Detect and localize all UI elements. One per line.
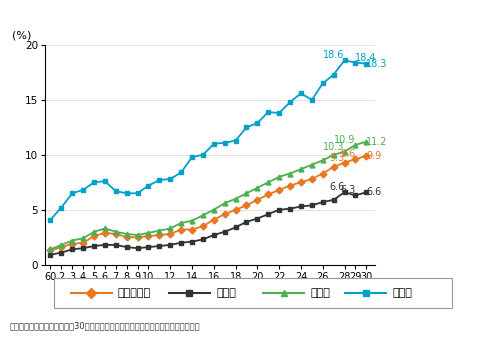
Text: 11.2: 11.2 (366, 137, 388, 147)
Text: 9.9: 9.9 (366, 151, 382, 161)
Text: 6.6: 6.6 (366, 187, 382, 197)
Text: 係長級: 係長級 (392, 288, 412, 298)
Text: 6.6: 6.6 (330, 182, 344, 192)
Text: 18.3: 18.3 (366, 59, 388, 69)
Text: (%): (%) (12, 30, 32, 40)
FancyBboxPatch shape (54, 279, 452, 308)
Text: 9.6: 9.6 (340, 149, 355, 159)
Text: 18.4: 18.4 (356, 53, 377, 63)
Text: 6.3: 6.3 (340, 185, 355, 195)
Text: 役職別管理職に占める女性割合の推移（企業規模100人以上）: 役職別管理職に占める女性割合の推移（企業規模100人以上） (140, 12, 360, 25)
Text: 18.6: 18.6 (323, 51, 344, 60)
Text: 課長級以上: 課長級以上 (118, 288, 151, 298)
Text: 10.9: 10.9 (334, 135, 355, 145)
Text: 課長級: 課長級 (310, 288, 330, 298)
Text: 部長級: 部長級 (216, 288, 236, 298)
Text: 9.3: 9.3 (330, 153, 344, 163)
Text: 資料出所：厚生労働省「平成30年賃金構造基本統計調査」より、厚労省雇均局作成: 資料出所：厚生労働省「平成30年賃金構造基本統計調査」より、厚労省雇均局作成 (10, 322, 200, 331)
Text: 10.3: 10.3 (323, 142, 344, 152)
